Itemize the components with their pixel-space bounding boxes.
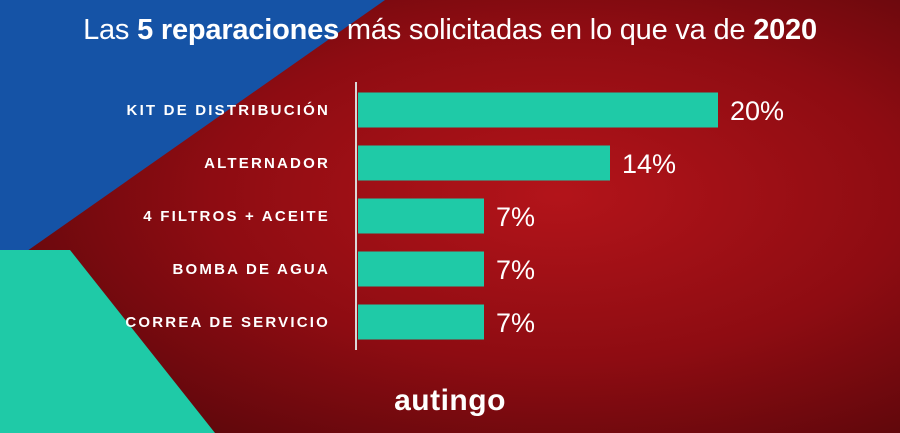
value-label: 20% (730, 96, 784, 126)
bar (358, 198, 484, 234)
page-title: Las 5 reparaciones más solicitadas en lo… (0, 14, 900, 47)
bar (358, 92, 718, 128)
title-bold-year: 2020 (753, 14, 817, 46)
logo-part-1: autin (394, 384, 469, 417)
blue-triangle (0, 0, 385, 270)
category-label: BOMBA DE AGUA (173, 261, 330, 278)
value-label: 7% (496, 255, 535, 285)
bar (358, 145, 610, 181)
title-middle: más solicitadas en lo que va de (339, 14, 754, 46)
category-label: CORREA DE SERVICIO (125, 314, 330, 331)
category-label: ALTERNADOR (204, 155, 330, 172)
category-label: 4 FILTROS + ACEITE (143, 208, 330, 225)
title-bold-count: 5 reparaciones (137, 14, 340, 46)
teal-triangle (0, 250, 215, 433)
autingo-logo: autingo (0, 384, 900, 418)
title-prefix: Las (83, 14, 138, 46)
value-label: 7% (496, 202, 535, 232)
bar (358, 251, 484, 287)
category-label: KIT DE DISTRIBUCIÓN (127, 101, 330, 119)
logo-part-2: go (468, 384, 506, 417)
bar (358, 304, 484, 340)
value-label: 7% (496, 308, 535, 338)
value-label: 14% (622, 149, 676, 179)
